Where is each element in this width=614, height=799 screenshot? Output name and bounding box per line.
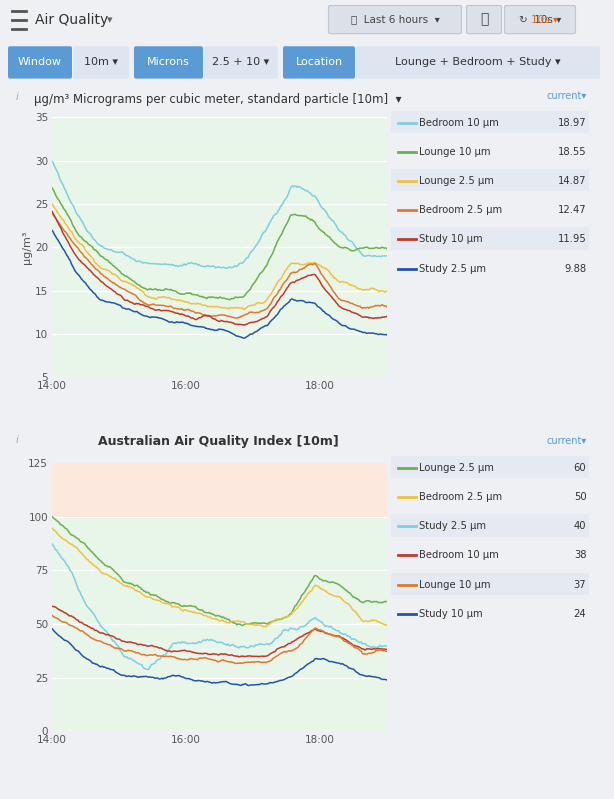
Text: Microns: Microns [147, 58, 190, 67]
FancyBboxPatch shape [505, 6, 575, 34]
FancyBboxPatch shape [328, 6, 462, 34]
FancyBboxPatch shape [134, 46, 203, 78]
Text: Window: Window [18, 58, 62, 67]
Text: 38: 38 [574, 551, 586, 560]
Bar [52, 463, 387, 517]
Text: 10m ▾: 10m ▾ [84, 58, 118, 67]
Text: 60: 60 [573, 463, 586, 473]
Text: 40: 40 [574, 521, 586, 531]
Text: 14.87: 14.87 [558, 176, 586, 186]
Text: ▾: ▾ [107, 15, 112, 25]
FancyBboxPatch shape [8, 46, 72, 78]
FancyBboxPatch shape [204, 46, 278, 78]
Text: current▾: current▾ [546, 436, 586, 446]
Text: 10s ▾: 10s ▾ [532, 14, 559, 25]
Text: ↻  10s ▾: ↻ 10s ▾ [519, 14, 561, 25]
Text: 18.55: 18.55 [558, 147, 586, 157]
Text: Lounge 10 μm: Lounge 10 μm [419, 147, 491, 157]
Text: Bedroom 10 μm: Bedroom 10 μm [419, 117, 499, 128]
Text: Lounge 2.5 μm: Lounge 2.5 μm [419, 176, 494, 186]
FancyBboxPatch shape [73, 46, 129, 78]
Text: i: i [15, 92, 18, 101]
Text: Lounge 10 μm: Lounge 10 μm [419, 579, 491, 590]
Text: 9.88: 9.88 [564, 264, 586, 273]
Text: ⏱  Last 6 hours  ▾: ⏱ Last 6 hours ▾ [351, 14, 440, 25]
Text: Bedroom 2.5 μm: Bedroom 2.5 μm [419, 492, 502, 502]
Text: current▾: current▾ [546, 91, 586, 101]
Y-axis label: μg/m³: μg/m³ [22, 231, 32, 264]
Text: Study 2.5 μm: Study 2.5 μm [419, 521, 486, 531]
Text: Location: Location [295, 58, 343, 67]
Text: 18.97: 18.97 [558, 117, 586, 128]
Text: Study 2.5 μm: Study 2.5 μm [419, 264, 486, 273]
Text: Air Quality: Air Quality [35, 13, 108, 27]
Text: Bedroom 2.5 μm: Bedroom 2.5 μm [419, 205, 502, 215]
Text: 12.47: 12.47 [558, 205, 586, 215]
Text: ⌕: ⌕ [480, 13, 488, 26]
Text: 24: 24 [573, 609, 586, 618]
Text: μg/m³ Micrograms per cubic meter, standard particle [10m]  ▾: μg/m³ Micrograms per cubic meter, standa… [34, 93, 402, 105]
Text: Lounge 2.5 μm: Lounge 2.5 μm [419, 463, 494, 473]
Text: Lounge + Bedroom + Study ▾: Lounge + Bedroom + Study ▾ [395, 58, 561, 67]
Text: 37: 37 [573, 579, 586, 590]
FancyBboxPatch shape [283, 46, 355, 78]
Text: 11.95: 11.95 [558, 234, 586, 244]
Text: Study 10 μm: Study 10 μm [419, 609, 483, 618]
Text: Bedroom 10 μm: Bedroom 10 μm [419, 551, 499, 560]
Text: Australian Air Quality Index [10m]: Australian Air Quality Index [10m] [98, 435, 338, 447]
Text: 2.5 + 10 ▾: 2.5 + 10 ▾ [212, 58, 270, 67]
Text: i: i [15, 435, 18, 445]
FancyBboxPatch shape [467, 6, 502, 34]
FancyBboxPatch shape [356, 46, 600, 78]
Text: 50: 50 [573, 492, 586, 502]
Text: Study 10 μm: Study 10 μm [419, 234, 483, 244]
